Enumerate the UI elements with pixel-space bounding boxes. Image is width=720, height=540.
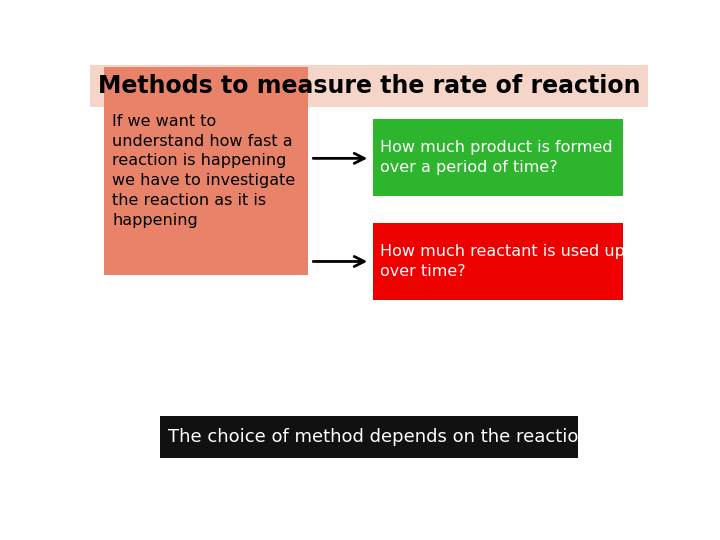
Bar [104, 67, 307, 275]
Bar [373, 223, 623, 300]
Text: How much reactant is used up
over time?: How much reactant is used up over time? [379, 244, 624, 279]
Text: How much product is formed
over a period of time?: How much product is formed over a period… [379, 140, 612, 175]
Text: The choice of method depends on the reaction: The choice of method depends on the reac… [168, 428, 590, 446]
Text: If we want to
understand how fast a
reaction is happening
we have to investigate: If we want to understand how fast a reac… [112, 114, 296, 228]
Text: Methods to measure the rate of reaction: Methods to measure the rate of reaction [98, 74, 640, 98]
Bar [160, 416, 578, 458]
Bar [90, 65, 648, 107]
Bar [373, 119, 623, 196]
